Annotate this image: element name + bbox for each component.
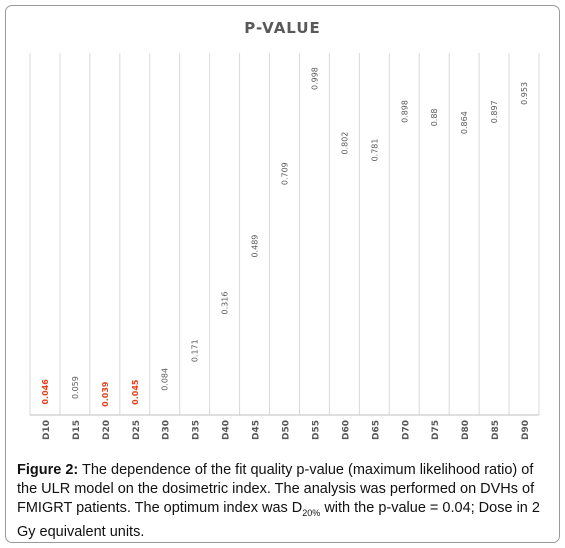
data-label: 0.084	[161, 368, 170, 391]
x-tick-label: D35	[192, 420, 202, 440]
x-tick-label: D70	[401, 420, 411, 440]
data-label: 0.802	[340, 132, 349, 155]
x-tick-label: D30	[162, 420, 172, 440]
x-tick-label: D65	[371, 420, 381, 440]
data-label: 0.171	[191, 339, 200, 362]
data-label: 0.897	[490, 100, 499, 123]
x-tick-label: D75	[431, 420, 441, 440]
data-label: 0.059	[71, 376, 80, 399]
data-label: 0.039	[101, 381, 110, 407]
data-label: 0.046	[41, 379, 50, 405]
x-tick-label: D10	[42, 420, 52, 440]
figure-caption: Figure 2: The dependence of the fit qual…	[17, 461, 552, 542]
x-tick-label: D60	[341, 420, 351, 440]
data-label: 0.864	[460, 111, 469, 134]
x-tick-label: D90	[521, 420, 531, 440]
caption-label: Figure 2:	[17, 462, 79, 478]
x-tick-label: D15	[72, 420, 82, 440]
x-tick-label: D55	[311, 420, 321, 440]
x-tick-label: D80	[461, 420, 471, 440]
data-label: 0.781	[370, 139, 379, 162]
x-tick-label: D40	[222, 420, 232, 440]
caption-subscript: 20%	[302, 507, 321, 518]
data-label: 0.88	[430, 108, 439, 126]
data-label: 0.709	[281, 162, 290, 185]
x-tick-label: D45	[252, 420, 262, 440]
x-tick-label: D85	[491, 420, 501, 440]
x-tick-label: D20	[102, 420, 112, 440]
data-label: 0.316	[221, 292, 230, 315]
data-label: 0.045	[131, 379, 140, 405]
data-label: 0.998	[310, 67, 319, 90]
data-label: 0.489	[251, 235, 260, 258]
figure-frame	[5, 5, 560, 543]
data-label: 0.953	[520, 82, 529, 105]
chart-title: P-VALUE	[244, 19, 321, 37]
caption-text-1: The dependence of the fit quality p-valu…	[17, 462, 535, 516]
caption-text-2: with the p-value = 0.04; Dose in 2 Gy eq…	[17, 500, 540, 540]
x-tick-label: D25	[132, 420, 142, 440]
x-tick-label: D50	[282, 420, 292, 440]
data-label: 0.898	[400, 100, 409, 123]
